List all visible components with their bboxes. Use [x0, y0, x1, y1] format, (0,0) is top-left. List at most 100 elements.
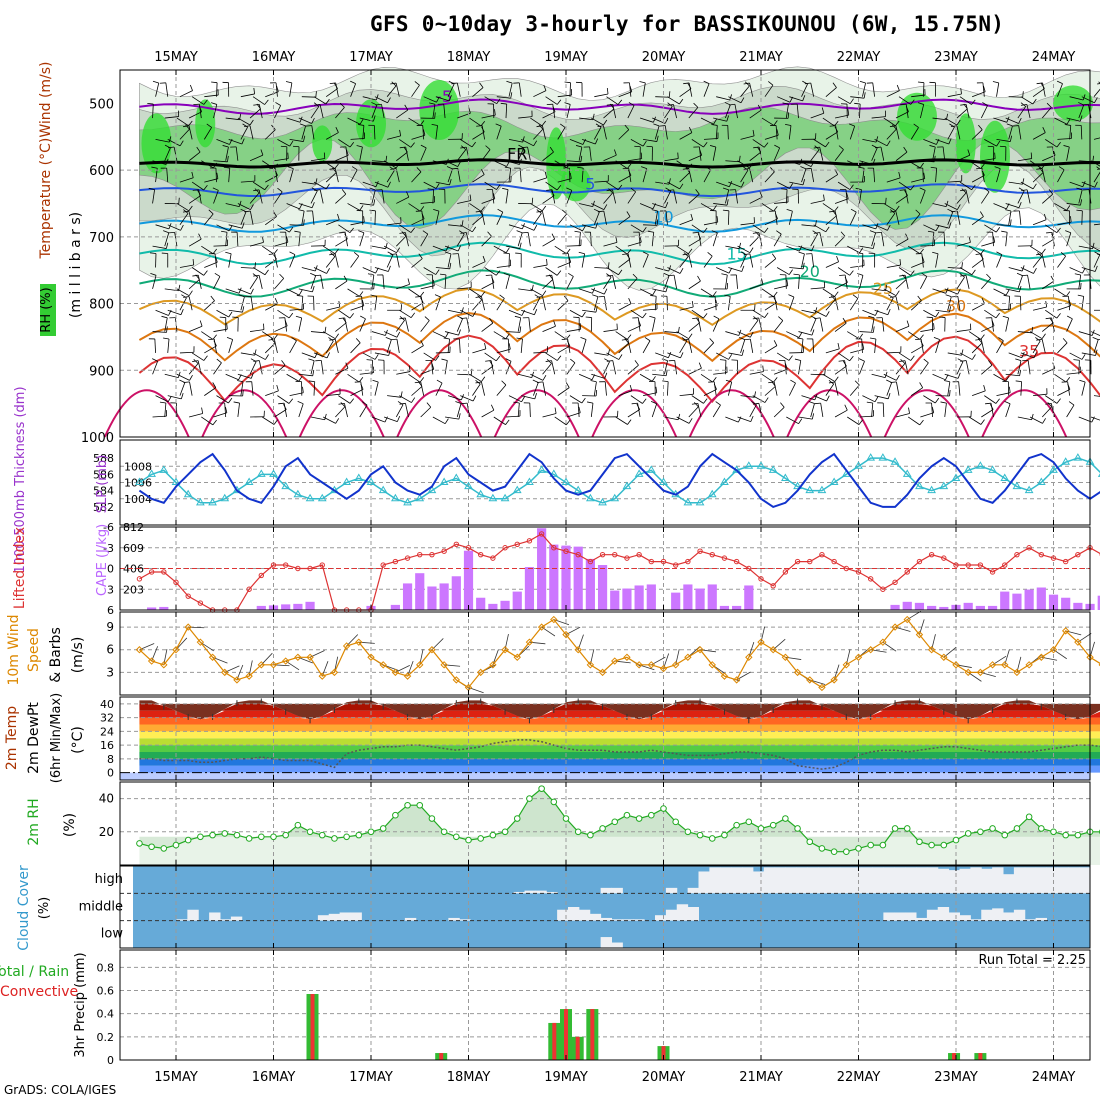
thickness-marker: [147, 469, 156, 477]
wind-barb: [334, 168, 339, 183]
rh-marker: [916, 838, 923, 846]
wind-barb: [214, 253, 217, 268]
wind-barb: [959, 96, 972, 105]
wind-barb: [728, 267, 742, 272]
wind-barb: [673, 189, 678, 204]
wind-barb: [652, 373, 667, 377]
wind-barb: [715, 125, 718, 140]
thickness-marker: [196, 497, 205, 506]
wind-barb-flag: [510, 92, 513, 99]
wind-barb: [697, 403, 702, 418]
rh-marker: [428, 815, 436, 822]
wind-barb: [1090, 331, 1100, 337]
wind-barb: [764, 218, 778, 226]
wind-barb: [959, 181, 972, 191]
wind-barb-flag: [858, 166, 865, 169]
wind-barb: [776, 352, 790, 361]
wind-barb: [420, 285, 435, 290]
wind-barb: [338, 309, 351, 319]
wind-barb: [240, 126, 248, 140]
wind-barb-flag: [788, 269, 793, 275]
wind-barb: [313, 267, 327, 274]
wind-barb-flag: [575, 145, 582, 148]
wind-barb-flag: [182, 210, 190, 213]
wind-barb-flag: [1094, 181, 1098, 188]
wind-barb: [1029, 160, 1042, 169]
ylabel-10m-wind-2: Speed: [26, 628, 42, 672]
wind-barb: [432, 104, 436, 119]
wind-barb: [603, 154, 617, 162]
wind-barb: [698, 232, 702, 247]
wind-barb-flag: [849, 270, 854, 276]
wind-barb: [152, 104, 154, 119]
wind-barb-flag: [712, 291, 717, 297]
wind-barb-flag: [668, 91, 671, 98]
wind-barb: [737, 331, 751, 338]
wind-barb-flag: [824, 368, 826, 375]
wind-barb-flag: [854, 380, 860, 386]
lifted-index-marker: [173, 579, 179, 586]
wind-barb-flag: [445, 251, 452, 255]
wind-barb: [362, 181, 377, 188]
wind-barb-flag: [726, 115, 729, 122]
wind-barb: [289, 224, 304, 226]
wind-barb-flag: [956, 119, 961, 126]
wind-barb-flag: [494, 109, 496, 116]
wind-barb: [228, 139, 243, 145]
wind-barb: [274, 364, 286, 375]
wind-barb: [822, 117, 835, 127]
wind-barb: [603, 210, 607, 225]
wind-barb-flag: [896, 374, 900, 381]
wind-barb: [844, 360, 848, 375]
wind-speed-marker: [269, 661, 278, 669]
wind-barb-flag: [776, 129, 779, 136]
wind-barb: [472, 174, 485, 183]
wind-barb-flag: [667, 189, 674, 192]
wind-barb-flag: [1001, 230, 1008, 233]
cloud-cell-middle: [894, 912, 906, 921]
wind-barb: [968, 416, 982, 425]
wind-barb: [679, 393, 694, 397]
wind-barb-flag: [277, 187, 283, 193]
wind-barb: [825, 87, 837, 97]
wind-barb: [362, 125, 365, 140]
wind-barb-flag: [738, 242, 742, 249]
wind-barb: [971, 390, 986, 397]
wind-barb-flag: [707, 252, 713, 257]
cloud-cell-high: [981, 868, 993, 894]
wind-barb-flag: [917, 102, 924, 105]
wind-barb-flag: [1041, 248, 1046, 254]
wind-barb-flag: [887, 309, 891, 315]
wind-barb: [727, 210, 730, 225]
wind-barb: [749, 235, 760, 247]
wind-barb-flag: [592, 287, 596, 294]
wind-barb-flag: [168, 136, 172, 143]
wind-barb-flag: [278, 402, 285, 405]
wind-barb: [542, 413, 557, 418]
wind-barb: [1033, 393, 1048, 397]
wind-barb: [871, 317, 875, 332]
wind-barb: [237, 203, 251, 211]
wind-barb-flag: [921, 272, 928, 277]
wind-barb: [944, 203, 958, 211]
cloud-cell-high: [1035, 867, 1047, 894]
thickness-marker: [646, 465, 656, 473]
cloud-cell-middle: [1003, 912, 1015, 921]
wind-barb: [371, 331, 386, 336]
wind-barb-flag: [554, 407, 557, 414]
wind-barb-flag: [241, 222, 245, 229]
wind-barb: [786, 331, 800, 338]
wind-barb-flag: [289, 140, 294, 147]
wind-barb: [971, 174, 985, 183]
lifted-index-marker: [831, 558, 837, 565]
wind-barb: [204, 300, 215, 311]
wind-barb-flag: [957, 372, 961, 379]
wind-barb: [204, 178, 218, 183]
wind-barb: [590, 232, 592, 247]
wind-barb: [776, 96, 791, 103]
wind-barb: [590, 403, 594, 418]
wind-barb: [472, 87, 484, 97]
precip-bar-convective: [590, 1009, 595, 1060]
wind-barb-flag: [470, 368, 473, 375]
wind-barb-flag: [264, 184, 269, 191]
